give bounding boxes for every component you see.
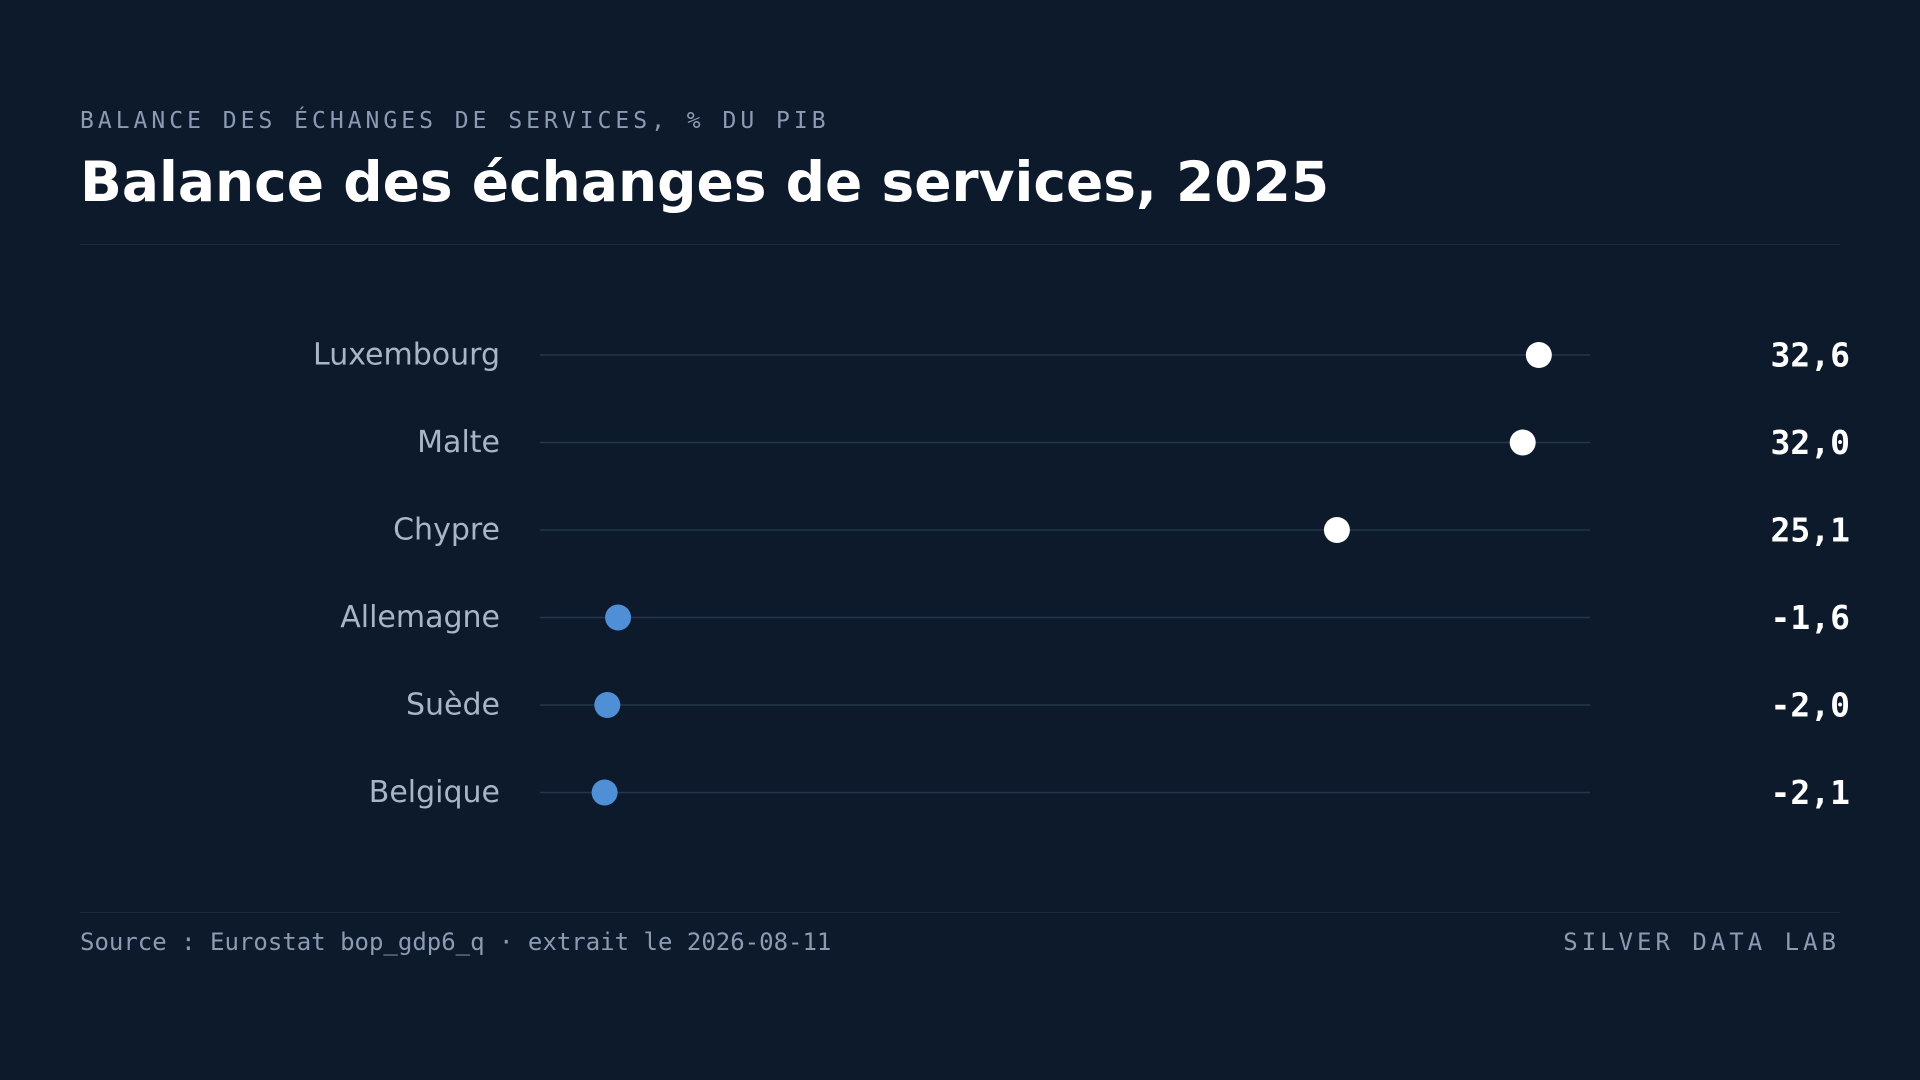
category-label: Suède [406,688,500,723]
data-dot [1509,429,1536,456]
data-dot [605,604,632,631]
header-divider [80,244,1840,245]
source-note: Source : Eurostat bop_gdp6_q · extrait l… [80,928,832,956]
data-dot [1525,342,1552,368]
value-label: 25,1 [1771,511,1850,550]
category-label: Allemagne [340,600,500,635]
value-label: 32,6 [1771,336,1850,375]
category-label: Belgique [369,775,500,810]
chart-kicker: BALANCE DES ÉCHANGES DE SERVICES, % DU P… [80,108,830,134]
value-label: -1,6 [1771,598,1850,637]
dot-chart: Luxembourg 32,6 Malte 32,0 Chypre 25,1 Allemag… [313,336,1850,813]
data-dot [594,692,621,718]
category-label: Malte [417,425,500,460]
brand-label: SILVER DATA LAB [1563,928,1840,956]
value-label: 32,0 [1771,423,1850,462]
data-dot [591,779,618,806]
chart-title: Balance des échanges de services, 2025 [80,150,1330,214]
category-label: Chypre [393,513,500,548]
value-label: -2,1 [1771,773,1850,812]
footer-divider [80,912,1840,913]
data-dot [1323,517,1350,543]
value-label: -2,0 [1771,686,1850,725]
category-label: Luxembourg [313,338,500,373]
